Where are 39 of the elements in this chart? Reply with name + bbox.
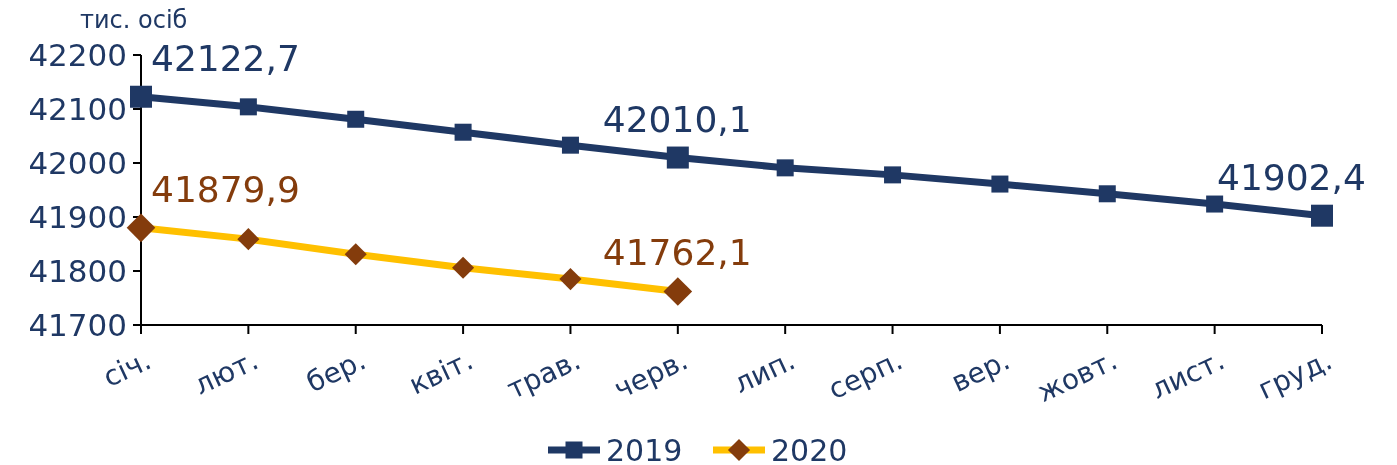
point xyxy=(454,123,472,141)
data-label: 41762,1 xyxy=(602,232,752,274)
x-tick-label: бер. xyxy=(301,343,371,400)
y-tick-label: 41900 xyxy=(28,198,127,235)
point xyxy=(344,243,367,266)
data-label: 42122,7 xyxy=(151,37,300,79)
point xyxy=(237,228,260,251)
x-tick-label: лист. xyxy=(1146,343,1230,406)
x-tick-label: січ. xyxy=(97,343,156,394)
y-tick-label: 42100 xyxy=(28,90,127,127)
data-label: 42010,1 xyxy=(602,98,752,140)
x-tick-label: квіт. xyxy=(403,343,479,402)
point xyxy=(991,175,1009,193)
x-tick-label: черв. xyxy=(609,343,693,406)
y-tick-label: 41800 xyxy=(28,252,127,289)
legend-label: 2020 xyxy=(771,432,848,465)
x-tick-label: жовт. xyxy=(1032,343,1123,409)
x-tick-label: вер. xyxy=(946,343,1015,399)
x-tick-label: лют. xyxy=(188,343,264,402)
x-tick-label: трав. xyxy=(501,343,586,406)
y-tick-label: 42200 xyxy=(28,36,127,73)
data-label: 41902,4 xyxy=(1217,156,1366,198)
x-tick-label: лип. xyxy=(728,343,801,401)
point xyxy=(452,256,475,279)
y-tick-label: 42000 xyxy=(28,144,127,181)
point xyxy=(347,110,365,128)
point xyxy=(776,159,794,177)
point xyxy=(561,136,579,154)
point xyxy=(884,166,902,184)
data-label: 41879,9 xyxy=(151,168,300,210)
x-tick-label: груд. xyxy=(1252,343,1337,407)
y-axis-title: тис. осіб xyxy=(80,6,188,34)
legend-label: 2019 xyxy=(606,432,683,465)
point xyxy=(239,98,257,116)
point xyxy=(1206,195,1224,213)
y-tick-label: 41700 xyxy=(28,306,127,343)
point xyxy=(559,268,582,291)
point xyxy=(1098,185,1116,203)
x-tick-label: серп. xyxy=(823,343,908,407)
